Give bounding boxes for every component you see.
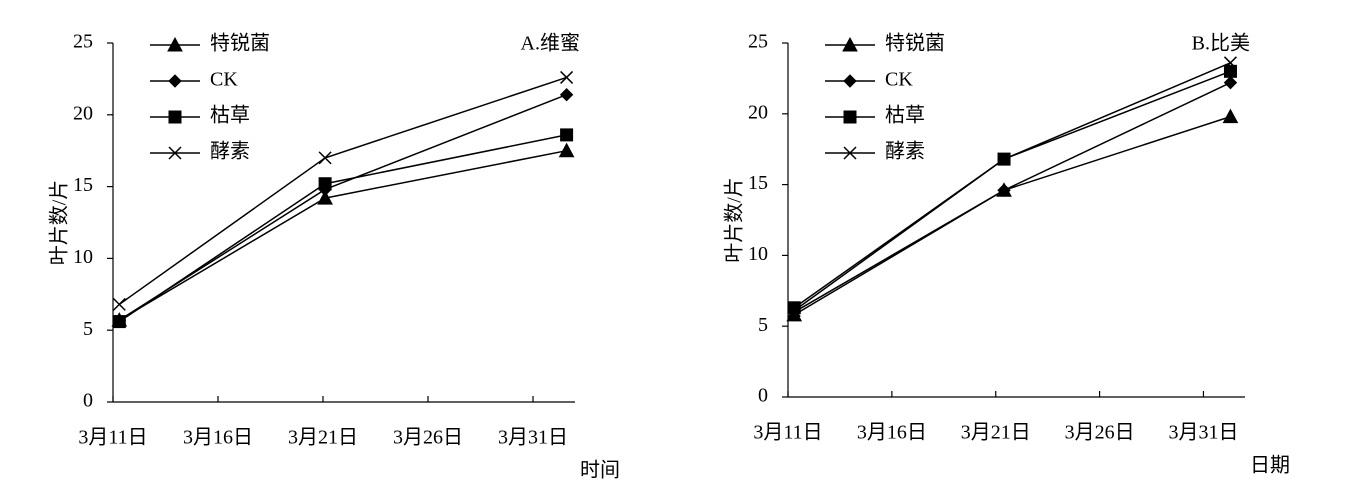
marker-triangle [167, 36, 183, 52]
x-tick-label: 3月11日 [78, 427, 147, 449]
marker-x [787, 304, 801, 318]
y-tick-label: 5 [83, 318, 93, 340]
marker-x [112, 297, 126, 311]
y-tick-label: 10 [748, 243, 768, 265]
x-tick-label: 3月21日 [288, 427, 358, 449]
marker-square [318, 177, 332, 191]
marker-square [1223, 64, 1237, 78]
x-tick-label: 3月26日 [393, 427, 463, 449]
marker-triangle [317, 190, 333, 205]
x-tick-label: 3月31日 [1168, 422, 1238, 444]
marker-diamond [1223, 75, 1238, 90]
marker-x [168, 146, 182, 160]
series-line [793, 70, 1231, 309]
marker-diamond [168, 74, 182, 88]
x-axis-label: 日期 [1250, 455, 1290, 477]
marker-x [318, 151, 332, 165]
marker-square [560, 128, 574, 142]
y-tick-label: 10 [73, 246, 93, 268]
chart-title: B.比美 [1192, 32, 1250, 55]
marker-square [787, 301, 801, 315]
x-tick-label: 3月21日 [961, 422, 1031, 444]
series-line [118, 134, 567, 323]
y-axis-label: 叶片数/片 [723, 177, 746, 263]
x-tick-label: 3月11日 [753, 422, 822, 444]
legend-label: 枯草 [885, 104, 925, 127]
marker-x [843, 146, 857, 160]
legend-label: 特锐菌 [885, 32, 945, 55]
marker-triangle [1222, 108, 1239, 124]
series-line [118, 76, 567, 305]
legend-label: 酵素 [885, 140, 925, 163]
x-tick-label: 3月26日 [1065, 422, 1135, 444]
y-tick-label: 20 [73, 102, 93, 124]
marker-x [560, 70, 574, 84]
y-tick-label: 15 [73, 174, 93, 196]
legend-label: 枯草 [210, 104, 250, 127]
x-axis-label: 时间 [580, 459, 620, 482]
legend-label: CK [210, 69, 238, 91]
y-axis-label: 叶片数/片 [48, 180, 71, 266]
x-tick-label: 3月31日 [498, 427, 568, 449]
series-line [118, 93, 567, 321]
legend-label: 酵素 [210, 140, 250, 163]
marker-triangle [842, 36, 858, 52]
y-tick-label: 15 [748, 172, 768, 194]
legend-label: 特锐菌 [210, 32, 270, 55]
marker-diamond [997, 183, 1011, 197]
x-tick-label: 3月16日 [183, 427, 253, 449]
y-tick-label: 25 [748, 31, 768, 53]
y-tick-label: 20 [748, 101, 768, 123]
chart-title: A.维蜜 [521, 32, 580, 55]
marker-square [112, 315, 126, 329]
marker-diamond [843, 74, 857, 88]
marker-diamond [559, 87, 574, 102]
y-tick-label: 0 [758, 385, 768, 407]
series-line [118, 149, 567, 321]
marker-square [843, 110, 857, 124]
series-line [793, 115, 1231, 316]
y-tick-label: 5 [758, 314, 768, 336]
y-tick-label: 0 [83, 390, 93, 412]
legend-label: CK [885, 69, 913, 91]
marker-x [997, 152, 1011, 166]
marker-triangle [558, 142, 575, 158]
marker-square [168, 110, 182, 124]
y-tick-label: 25 [73, 31, 93, 53]
marker-x [1223, 56, 1237, 70]
x-tick-label: 3月16日 [857, 422, 927, 444]
